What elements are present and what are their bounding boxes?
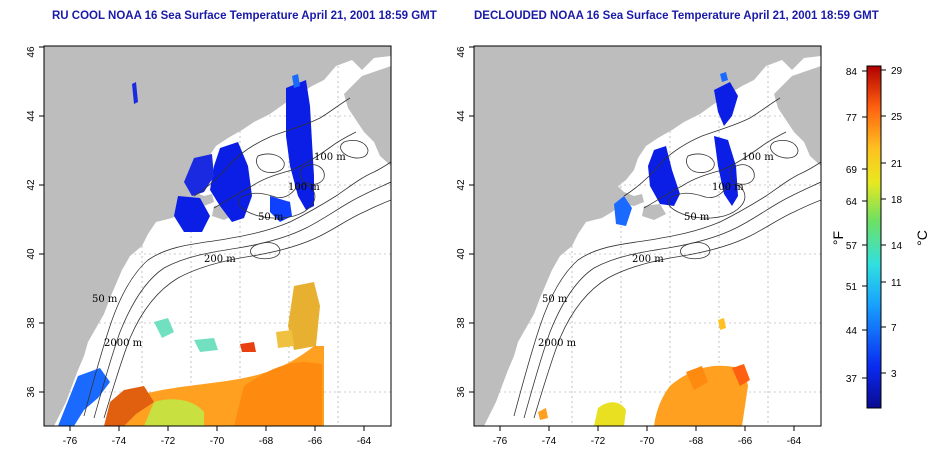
colorbar-f-tick-7: 44 bbox=[846, 326, 858, 337]
right-x-tick-5: -68 bbox=[689, 436, 704, 447]
colorbar-fahrenheit-unit: °F bbox=[830, 231, 846, 245]
left-map bbox=[43, 45, 392, 427]
left-y-tick-4: 42 bbox=[26, 179, 37, 191]
left-contour-label-4: 200 m bbox=[204, 254, 236, 265]
left-contour-label-2: 100 m bbox=[288, 182, 320, 193]
colorbar-f-tick-6: 51 bbox=[846, 282, 858, 293]
right-contour-label-2: 100 m bbox=[712, 182, 744, 193]
right-panel-title: DECLOUDED NOAA 16 Sea Surface Temperatur… bbox=[474, 10, 879, 22]
colorbar-c-tick-4: 18 bbox=[891, 195, 903, 206]
right-contour-label-4: 200 m bbox=[632, 254, 664, 265]
colorbar-f-tick-2: 77 bbox=[846, 113, 858, 124]
right-y-tick-3: 40 bbox=[456, 248, 467, 260]
left-x-tick-5: -68 bbox=[259, 436, 274, 447]
left-y-tick-1: 36 bbox=[26, 386, 37, 398]
colorbar-celsius-unit: °C bbox=[914, 230, 930, 246]
left-x-tick-3: -72 bbox=[161, 436, 176, 447]
right-x-tick-7: -64 bbox=[787, 436, 802, 447]
left-y-axis bbox=[39, 46, 44, 393]
right-contour-label-1: 100 m bbox=[742, 152, 774, 163]
right-y-tick-4: 42 bbox=[456, 179, 467, 191]
colorbar-f-tick-1: 84 bbox=[846, 67, 858, 78]
right-map bbox=[473, 45, 822, 427]
left-contour-label-1: 100 m bbox=[314, 152, 346, 163]
right-contour-label-3: 50 m bbox=[684, 212, 710, 223]
left-y-tick-5: 44 bbox=[26, 110, 37, 122]
colorbar-c-tick-6: 11 bbox=[891, 278, 902, 289]
colorbar-f-tick-8: 37 bbox=[846, 374, 858, 385]
left-x-tick-4: -70 bbox=[210, 436, 225, 447]
right-x-tick-6: -66 bbox=[738, 436, 753, 447]
left-x-tick-1: -76 bbox=[63, 436, 78, 447]
right-x-tick-1: -76 bbox=[493, 436, 508, 447]
right-contour-label-6: 2000 m bbox=[538, 338, 577, 349]
colorbar-c-tick-7: 7 bbox=[891, 323, 897, 334]
right-x-axis bbox=[499, 426, 795, 431]
right-x-tick-3: -72 bbox=[591, 436, 606, 447]
left-y-tick-6: 46 bbox=[26, 46, 37, 58]
left-cold-sst bbox=[132, 74, 314, 232]
colorbar-f-tick-4: 64 bbox=[846, 197, 858, 208]
left-x-axis bbox=[69, 426, 365, 431]
left-x-tick-2: -74 bbox=[112, 436, 127, 447]
right-warm-sst bbox=[538, 318, 750, 426]
left-warm-sst bbox=[58, 282, 324, 426]
colorbar-c-tick-5: 14 bbox=[891, 241, 903, 252]
colorbar-c-tick-8: 3 bbox=[891, 369, 897, 380]
right-y-tick-2: 38 bbox=[456, 317, 467, 329]
colorbar-c-tick-1: 29 bbox=[891, 66, 903, 77]
colorbar-c-tick-2: 25 bbox=[891, 112, 903, 123]
left-y-tick-2: 38 bbox=[26, 317, 37, 329]
left-contour-label-3: 50 m bbox=[258, 212, 284, 223]
right-contour-label-5: 50 m bbox=[542, 294, 568, 305]
colorbar bbox=[862, 65, 886, 409]
right-x-tick-2: -74 bbox=[542, 436, 557, 447]
left-contour-label-5: 50 m bbox=[92, 294, 118, 305]
right-y-axis bbox=[469, 46, 474, 393]
left-y-tick-3: 40 bbox=[26, 248, 37, 260]
right-y-tick-6: 46 bbox=[456, 46, 467, 58]
right-x-tick-4: -70 bbox=[640, 436, 655, 447]
right-y-tick-5: 44 bbox=[456, 110, 467, 122]
left-x-tick-7: -64 bbox=[357, 436, 372, 447]
colorbar-f-tick-5: 57 bbox=[846, 241, 858, 252]
colorbar-c-tick-3: 21 bbox=[891, 159, 903, 170]
left-panel-title: RU COOL NOAA 16 Sea Surface Temperature … bbox=[52, 10, 437, 22]
left-contour-label-6: 2000 m bbox=[104, 338, 143, 349]
right-cold-sst bbox=[614, 72, 738, 226]
right-y-tick-1: 36 bbox=[456, 386, 467, 398]
left-x-tick-6: -66 bbox=[308, 436, 323, 447]
colorbar-f-tick-3: 69 bbox=[846, 165, 858, 176]
